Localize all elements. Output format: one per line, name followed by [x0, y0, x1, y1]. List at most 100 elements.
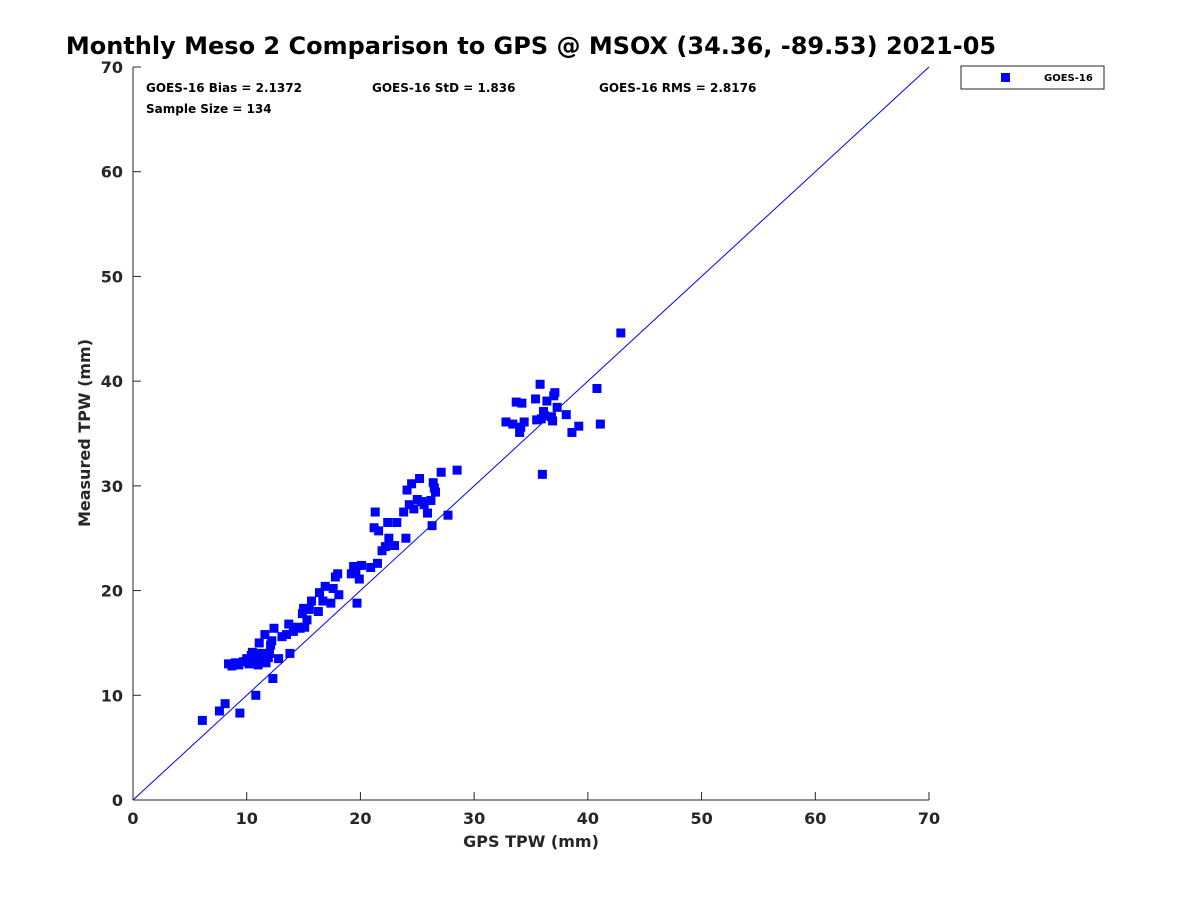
- data-point: [366, 563, 376, 573]
- y-tick-label: 20: [101, 582, 123, 601]
- data-point: [247, 647, 257, 657]
- data-point: [428, 478, 438, 488]
- data-point: [426, 496, 436, 506]
- data-point: [261, 658, 271, 668]
- x-tick-label: 20: [349, 809, 371, 828]
- one-to-one-reference-line: [132, 66, 930, 801]
- data-point: [313, 607, 323, 617]
- data-point: [253, 660, 263, 670]
- data-point: [307, 596, 317, 606]
- data-point: [567, 427, 577, 437]
- data-point: [537, 469, 547, 479]
- data-point: [254, 638, 264, 648]
- y-tick-label: 30: [101, 477, 123, 496]
- stat-bias: GOES-16 Bias = 2.1372: [146, 81, 302, 95]
- data-point: [357, 560, 367, 570]
- data-point: [519, 417, 529, 427]
- data-point: [415, 474, 425, 484]
- data-point: [268, 674, 278, 684]
- data-point: [326, 598, 336, 608]
- x-axis-label: GPS TPW (mm): [463, 832, 599, 851]
- stat-rms: GOES-16 RMS = 2.8176: [599, 81, 756, 95]
- data-point: [220, 699, 230, 709]
- data-point: [384, 533, 394, 543]
- data-point: [532, 415, 542, 425]
- y-axis-ticks: 0 10 20 30 40 50 60 70: [101, 58, 141, 810]
- data-point: [242, 654, 252, 664]
- data-point: [269, 623, 279, 633]
- data-point: [540, 411, 550, 421]
- data-point: [320, 581, 330, 591]
- data-point: [260, 630, 270, 640]
- x-tick-label: 30: [463, 809, 485, 828]
- data-point: [548, 416, 558, 426]
- x-tick-label: 50: [690, 809, 712, 828]
- legend-label-goes16: GOES-16: [1044, 73, 1093, 84]
- data-point: [333, 569, 343, 579]
- data-point: [535, 379, 545, 389]
- data-point: [299, 603, 309, 613]
- data-point: [508, 419, 518, 429]
- legend: GOES-16: [960, 65, 1105, 90]
- data-point: [402, 485, 412, 495]
- data-point: [284, 619, 294, 629]
- data-point: [369, 523, 379, 533]
- data-point: [351, 566, 361, 576]
- data-point: [517, 398, 527, 408]
- y-tick-label: 70: [101, 58, 123, 77]
- data-point: [401, 533, 411, 543]
- stat-std: GOES-16 StD = 1.836: [372, 81, 515, 95]
- data-point: [595, 419, 605, 429]
- data-point: [419, 500, 429, 510]
- y-tick-label: 10: [101, 686, 123, 705]
- data-point: [407, 479, 417, 489]
- data-point: [334, 590, 344, 600]
- data-point: [404, 500, 414, 510]
- data-point: [256, 655, 266, 665]
- data-point: [392, 518, 402, 528]
- data-point: [550, 388, 560, 398]
- data-point: [436, 467, 446, 477]
- data-point: [251, 690, 261, 700]
- data-point: [374, 526, 384, 536]
- y-tick-label: 60: [101, 163, 123, 182]
- data-point: [430, 487, 440, 497]
- data-point: [314, 588, 324, 598]
- data-point: [515, 427, 525, 437]
- data-point: [318, 596, 328, 606]
- data-point: [511, 397, 521, 407]
- data-point: [412, 494, 422, 504]
- data-point: [390, 541, 400, 551]
- data-point: [259, 648, 269, 658]
- data-point: [370, 507, 380, 517]
- data-point: [267, 636, 277, 646]
- data-point: [304, 604, 314, 614]
- data-point: [197, 715, 207, 725]
- data-point: [274, 654, 284, 664]
- x-tick-label: 0: [127, 809, 138, 828]
- data-point: [252, 648, 262, 658]
- data-point: [235, 708, 245, 718]
- data-point: [452, 465, 462, 475]
- legend-box: [960, 65, 1105, 90]
- data-point: [354, 574, 364, 584]
- data-point: [399, 507, 409, 517]
- data-point: [244, 659, 254, 669]
- data-point: [352, 598, 362, 608]
- data-point: [234, 660, 244, 670]
- y-tick-label: 0: [112, 791, 123, 810]
- data-point: [328, 583, 338, 593]
- x-tick-label: 40: [577, 809, 599, 828]
- x-tick-label: 60: [804, 809, 826, 828]
- data-point: [592, 383, 602, 393]
- data-point: [409, 504, 419, 514]
- data-point: [616, 328, 626, 338]
- data-point: [574, 421, 584, 431]
- y-tick-label: 40: [101, 372, 123, 391]
- data-point: [561, 410, 571, 420]
- stat-sample-size: Sample Size = 134: [146, 102, 272, 116]
- data-point: [297, 609, 307, 619]
- x-tick-label: 70: [918, 809, 940, 828]
- data-point: [423, 508, 433, 518]
